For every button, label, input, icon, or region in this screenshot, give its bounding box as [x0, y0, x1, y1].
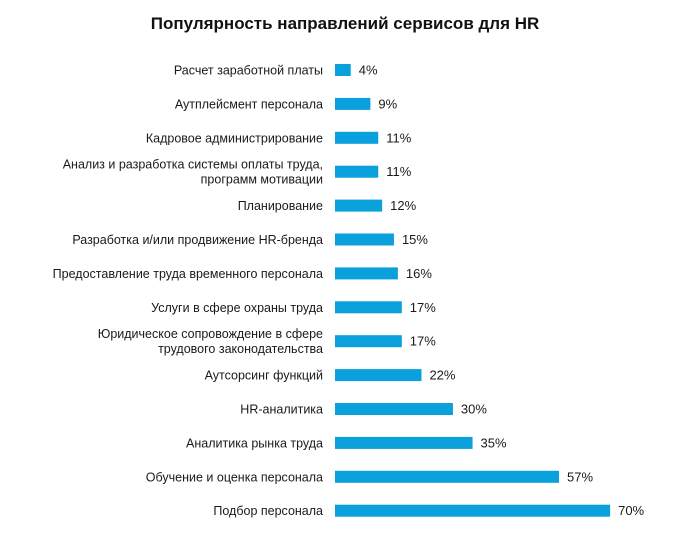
- bar-12: [335, 471, 559, 483]
- category-label-3-line-1: программ мотивации: [201, 173, 323, 187]
- category-label-8-line-0: Юридическое сопровождение в сфере: [98, 327, 323, 341]
- data-label-4: 12%: [390, 198, 416, 213]
- bar-5: [335, 234, 394, 246]
- category-label-9: Аутсорсинг функций: [205, 369, 323, 383]
- data-label-8: 17%: [410, 334, 436, 349]
- bar-7: [335, 301, 402, 313]
- category-label-2: Кадровое администрирование: [146, 131, 323, 145]
- data-label-12: 57%: [567, 469, 593, 484]
- category-label-0: Расчет заработной платы: [174, 64, 323, 78]
- data-label-3: 11%: [386, 164, 411, 179]
- data-label-7: 17%: [410, 300, 436, 315]
- bar-10: [335, 403, 453, 415]
- bar-13: [335, 505, 610, 517]
- category-label-3-line-0: Анализ и разработка системы оплаты труда…: [63, 158, 323, 172]
- category-label-1: Аутплейсмент персонала: [175, 97, 323, 111]
- category-label-6: Предоставление труда временного персонал…: [53, 267, 323, 281]
- bar-0: [335, 64, 351, 76]
- category-label-5: Разработка и/или продвижение HR-бренда: [72, 233, 323, 247]
- category-label-4: Планирование: [238, 199, 323, 213]
- category-label-7: Услуги в сфере охраны труда: [151, 301, 323, 315]
- category-label-10: HR-аналитика: [240, 403, 323, 417]
- data-label-6: 16%: [406, 266, 432, 281]
- data-label-13: 70%: [618, 503, 644, 518]
- bar-3: [335, 166, 378, 178]
- category-label-13: Подбор персонала: [213, 504, 323, 518]
- data-label-0: 4%: [359, 63, 378, 78]
- bar-11: [335, 437, 473, 449]
- data-label-9: 22%: [429, 368, 455, 383]
- bar-9: [335, 369, 421, 381]
- data-label-5: 15%: [402, 232, 428, 247]
- category-label-8-line-1: трудового законодательства: [158, 342, 323, 356]
- bar-1: [335, 98, 370, 110]
- data-label-10: 30%: [461, 402, 487, 417]
- bar-8: [335, 335, 402, 347]
- category-label-12: Обучение и оценка персонала: [146, 470, 323, 484]
- bar-4: [335, 200, 382, 212]
- data-label-1: 9%: [378, 96, 397, 111]
- bar-6: [335, 267, 398, 279]
- data-label-11: 35%: [481, 435, 507, 450]
- category-label-11: Аналитика рынка труда: [186, 436, 323, 450]
- bar-2: [335, 132, 378, 144]
- data-label-2: 11%: [386, 130, 411, 145]
